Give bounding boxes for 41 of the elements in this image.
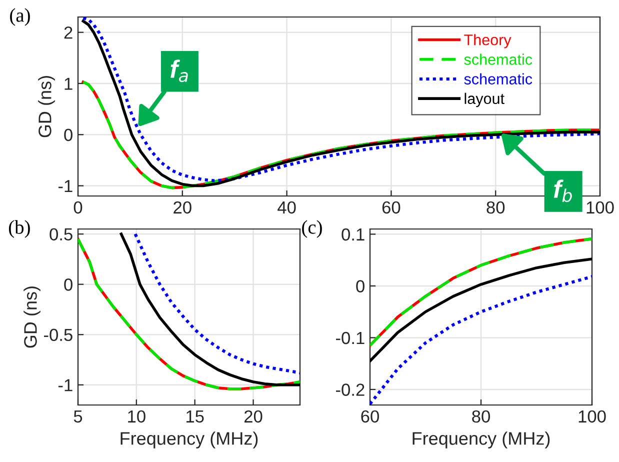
y-tick-label: 0	[64, 278, 72, 291]
x-tick-label: 100	[586, 201, 614, 214]
x-tick-label: 20	[244, 410, 262, 423]
x-tick-label: 15	[186, 410, 204, 423]
x-tick-label: 40	[278, 201, 296, 214]
y-tick-label: -0.5	[44, 328, 72, 342]
x-tick-label: 80	[486, 201, 505, 214]
text: (a)	[10, 8, 30, 26]
line-series	[78, 238, 300, 390]
x-tick-label: 60	[382, 201, 400, 214]
y-tick-label: -0.1	[336, 332, 364, 344]
y-tick-label: -1	[58, 180, 72, 192]
line-series	[370, 258, 592, 362]
x-tick-label: 0	[74, 201, 82, 214]
y-tick-label: 0	[64, 128, 72, 142]
y-tick-label: 2	[64, 26, 72, 39]
y-axis-title: GD (ns)	[38, 76, 55, 138]
x-axis-title: Frequency (MHz)	[412, 432, 550, 448]
x-tick-label: 5	[74, 410, 82, 423]
x-tick-label: 60	[361, 410, 379, 423]
y-tick-label: 1	[64, 78, 72, 90]
y-tick-label: 0.5	[50, 228, 72, 240]
legend-label: schematic	[464, 54, 532, 65]
y-tick-label: -1	[58, 379, 72, 392]
text: (b)	[8, 220, 30, 238]
y-tick-label: -0.2	[336, 384, 364, 396]
legend-label: layout	[464, 92, 504, 108]
text: (c)	[302, 220, 322, 238]
x-tick-label: 100	[578, 410, 606, 423]
legend-label: schematic	[464, 73, 532, 84]
annotation: f$_{a}$	[170, 60, 188, 82]
x-tick-label: 20	[174, 201, 192, 214]
annotation: f$_{b}$	[554, 180, 572, 202]
x-tick-label: 10	[128, 410, 146, 423]
legend-label: Theory	[464, 34, 512, 48]
x-axis-title: Frequency (MHz)	[120, 432, 258, 448]
y-axis-title: GD (ns)	[24, 286, 40, 348]
x-tick-label: 80	[472, 410, 490, 423]
y-tick-label: 0.1	[342, 228, 364, 241]
y-tick-label: 0	[356, 280, 364, 292]
line-series	[370, 237, 592, 347]
